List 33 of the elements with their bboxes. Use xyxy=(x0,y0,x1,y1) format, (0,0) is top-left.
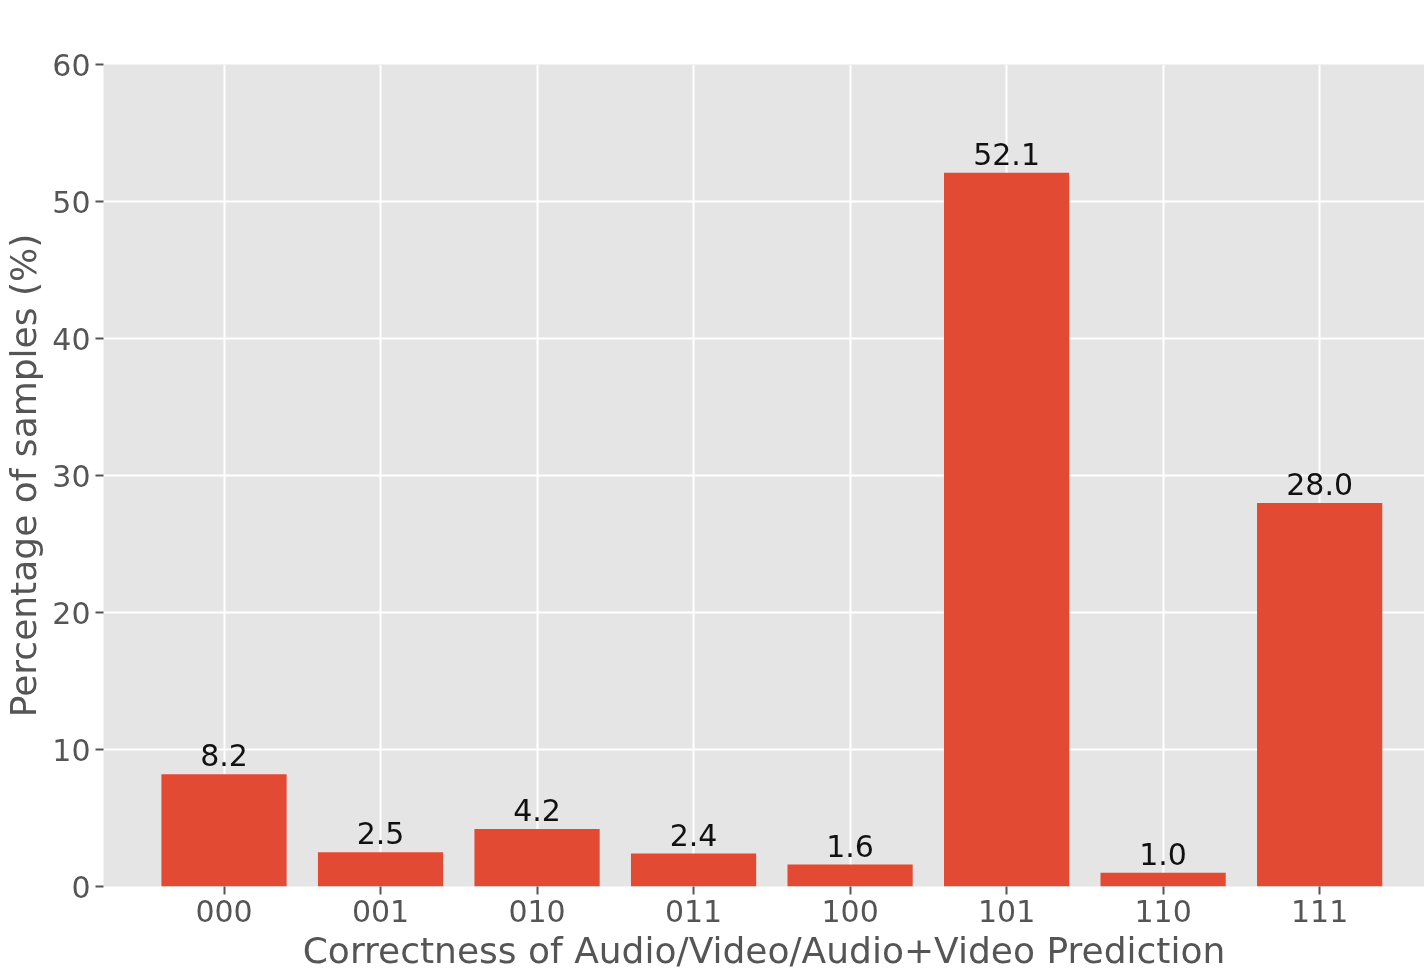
bar xyxy=(161,774,287,887)
x-tick-label: 101 xyxy=(977,893,1036,929)
y-tick-label: 30 xyxy=(52,458,91,494)
x-axis-title: Correctness of Audio/Video/Audio+Video Prediction xyxy=(302,929,1226,971)
y-tick-label: 50 xyxy=(52,184,91,220)
data-label: 1.6 xyxy=(826,828,874,864)
bar xyxy=(943,172,1070,887)
data-label: 4.2 xyxy=(513,792,561,828)
bar xyxy=(317,852,444,887)
data-label: 8.2 xyxy=(200,738,248,774)
x-tick-label: 111 xyxy=(1291,893,1349,929)
x-tick-label: 010 xyxy=(508,893,566,929)
x-tick-label: 001 xyxy=(351,893,410,929)
bar xyxy=(1257,502,1383,887)
x-tick-label: 110 xyxy=(1134,893,1192,929)
y-tick-label: 40 xyxy=(52,321,91,357)
data-label: 2.4 xyxy=(669,817,718,853)
data-label: 1.0 xyxy=(1139,836,1187,872)
y-tick-label: 0 xyxy=(71,869,91,905)
bar xyxy=(787,864,913,887)
bar xyxy=(1100,872,1226,887)
data-label: 52.1 xyxy=(973,136,1040,172)
data-label: 2.5 xyxy=(356,816,405,852)
y-tick-label: 20 xyxy=(52,595,91,631)
x-tick-label: 000 xyxy=(195,893,253,929)
y-axis-title: Percentage of samples (%) xyxy=(3,233,45,718)
bar xyxy=(474,828,600,887)
y-tick-label: 10 xyxy=(52,732,91,768)
data-label: 28.0 xyxy=(1286,466,1354,502)
x-tick-label: 100 xyxy=(821,893,879,929)
x-tick-label: 011 xyxy=(664,893,723,929)
bar xyxy=(630,853,757,887)
y-tick-label: 60 xyxy=(52,47,91,83)
